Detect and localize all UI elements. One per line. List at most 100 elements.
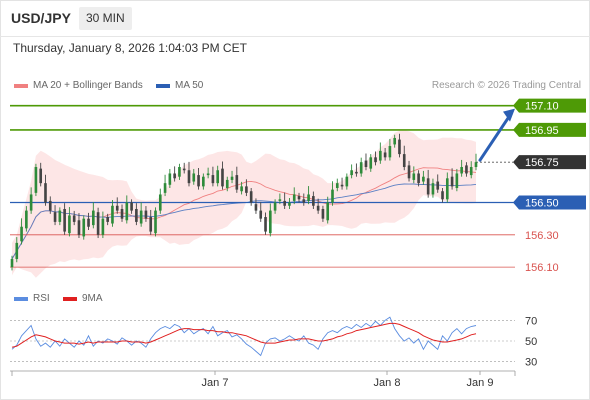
candle-body xyxy=(25,210,28,229)
candle-body xyxy=(374,157,377,163)
candle-body xyxy=(326,202,330,221)
candle-body xyxy=(111,205,114,224)
candle-body xyxy=(364,160,368,168)
rsi-tick-label: 50 xyxy=(525,336,537,348)
candle-body xyxy=(135,208,138,222)
candle-body xyxy=(450,176,454,187)
candle-body xyxy=(431,183,435,195)
candle-body xyxy=(316,205,320,211)
candle-body xyxy=(312,196,315,206)
candle-body xyxy=(359,162,363,174)
candle-body xyxy=(350,170,353,176)
candle-body xyxy=(130,202,133,211)
rsi-tick-label: 70 xyxy=(525,315,537,327)
candle-body xyxy=(221,168,224,187)
candle-body xyxy=(211,175,215,184)
candle-body xyxy=(369,157,373,169)
candle-body xyxy=(125,202,129,221)
candle-body xyxy=(82,218,86,237)
rsi-legend: RSI xyxy=(33,293,50,304)
x-tick-label: Jan 7 xyxy=(202,377,229,389)
candle-body xyxy=(436,181,440,190)
rsi-tick-label: 30 xyxy=(525,357,537,369)
candle-body xyxy=(331,189,334,203)
candle-body xyxy=(249,191,253,203)
timeframe-badge[interactable]: 30 MIN xyxy=(79,7,132,30)
candle-body xyxy=(445,178,449,200)
candle-body xyxy=(340,184,344,187)
ma20-legend: MA 20 + Bollinger Bands xyxy=(33,80,143,91)
candle-body xyxy=(44,183,47,203)
candle-body xyxy=(474,162,478,168)
candle-body xyxy=(206,173,210,176)
projection-arrow-head xyxy=(503,108,515,122)
timestamp: Thursday, January 8, 2026 1:04:03 PM CET xyxy=(13,41,247,55)
candle-body xyxy=(379,150,382,161)
candle-body xyxy=(235,175,239,190)
price-tag-label: 156.10 xyxy=(525,262,559,274)
price-tag-bg xyxy=(513,155,586,170)
candle-body xyxy=(197,175,200,187)
rsi-ma9-line xyxy=(11,322,477,348)
candle-body xyxy=(278,199,282,201)
candle-body xyxy=(144,210,148,219)
price-tag-156-50: 156.50 xyxy=(513,195,586,210)
rsi-line xyxy=(11,316,477,357)
candle-body xyxy=(422,176,425,182)
price-tag-bg xyxy=(513,122,586,137)
candle-body xyxy=(10,259,14,268)
candle-body xyxy=(441,191,444,200)
candle-body xyxy=(292,194,296,201)
candle-body xyxy=(15,242,19,260)
candle-body xyxy=(48,200,52,211)
candle-body xyxy=(92,210,95,226)
candle-body xyxy=(106,217,109,222)
bollinger-band xyxy=(12,130,476,278)
candle-body xyxy=(426,178,430,195)
candle-body xyxy=(101,218,105,235)
candle-body xyxy=(139,210,143,224)
candle-body xyxy=(264,217,267,232)
candle-body xyxy=(115,205,119,211)
candle-body xyxy=(53,212,57,222)
candle-body xyxy=(288,202,291,206)
candle-body xyxy=(417,173,420,184)
candle-body xyxy=(245,186,248,193)
candle-body xyxy=(216,170,220,184)
candle-body xyxy=(68,215,71,234)
candle-body xyxy=(20,226,23,242)
candle-body xyxy=(412,173,416,180)
candle-body xyxy=(87,218,90,227)
candle-body xyxy=(158,194,162,211)
rsi-swatch xyxy=(14,297,28,301)
candle-body xyxy=(63,208,66,232)
candle-body xyxy=(297,196,301,200)
ma50-legend: MA 50 xyxy=(175,80,204,91)
candle-body xyxy=(192,173,196,182)
candle-body xyxy=(302,199,306,203)
header-bar: USD/JPY 30 MIN xyxy=(0,0,590,37)
candle-body xyxy=(182,168,186,171)
price-tag-157-10: 157.10 xyxy=(513,98,586,113)
candle-body xyxy=(398,139,401,155)
x-tick-label: Jan 8 xyxy=(374,377,401,389)
candle-body xyxy=(187,170,191,184)
price-tag-156-75: 156.75 xyxy=(513,155,586,170)
price-tag-156-95: 156.95 xyxy=(513,122,586,137)
candle-body xyxy=(407,165,411,179)
credit-text: Research © 2026 Trading Central xyxy=(431,80,581,91)
candle-body xyxy=(460,167,463,174)
candle-body xyxy=(29,194,33,211)
candle-body xyxy=(388,146,392,158)
instrument-name: USD/JPY xyxy=(11,10,71,26)
candle-body xyxy=(34,167,38,193)
candle-body xyxy=(321,208,325,219)
candle-body xyxy=(202,176,205,187)
candle-body xyxy=(393,137,396,145)
candle-body xyxy=(383,152,387,158)
candle-body xyxy=(273,202,277,211)
candle-body xyxy=(283,200,286,206)
candle-body xyxy=(355,171,358,174)
candle-body xyxy=(455,173,459,188)
